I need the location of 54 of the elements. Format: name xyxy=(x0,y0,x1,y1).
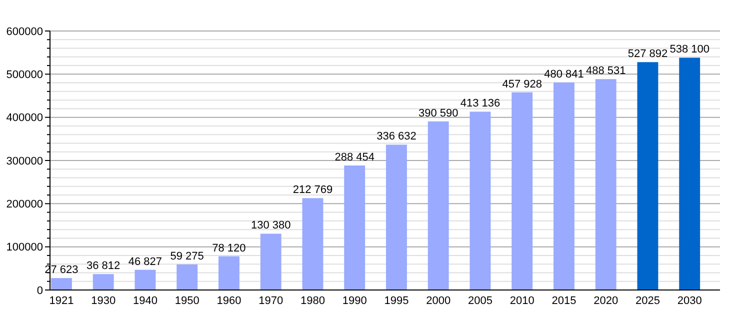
data-label: 457 928 xyxy=(502,78,542,90)
data-label: 488 531 xyxy=(586,65,626,78)
y-tick-label: 500000 xyxy=(6,69,43,82)
data-label: 59 275 xyxy=(170,250,204,262)
bar xyxy=(260,234,282,290)
bar xyxy=(134,270,156,290)
data-label: 413 136 xyxy=(460,98,500,110)
x-tick-label: 2025 xyxy=(635,295,660,307)
y-tick-label: 0 xyxy=(36,284,43,297)
bar xyxy=(512,92,533,290)
bar xyxy=(637,62,658,290)
y-tick-label: 600000 xyxy=(6,26,43,38)
x-tick-label: 2000 xyxy=(426,295,451,307)
y-tick-label: 200000 xyxy=(6,198,43,211)
x-tick-label: 1940 xyxy=(132,295,158,307)
bar xyxy=(176,264,198,290)
x-tick-label: 1921 xyxy=(49,295,74,307)
data-label: 390 590 xyxy=(418,107,458,120)
x-tick-label: 1950 xyxy=(174,295,200,307)
data-label: 36 812 xyxy=(86,260,120,272)
data-label: 78 120 xyxy=(212,242,246,254)
bar xyxy=(302,198,324,290)
x-tick-label: 1980 xyxy=(300,295,325,307)
data-label: 288 454 xyxy=(334,151,374,164)
bar xyxy=(92,274,114,290)
bar xyxy=(679,58,700,290)
data-label: 538 100 xyxy=(670,44,710,56)
x-tick-label: 2020 xyxy=(594,295,618,307)
x-tick-label: 2015 xyxy=(552,295,576,307)
data-label: 336 632 xyxy=(376,130,416,143)
data-label: 46 827 xyxy=(128,256,162,268)
x-tick-label: 2005 xyxy=(468,295,492,307)
data-label: 527 892 xyxy=(628,48,668,60)
y-tick-label: 400000 xyxy=(6,112,43,124)
data-label: 480 841 xyxy=(544,68,584,80)
bar xyxy=(386,144,407,290)
bar xyxy=(470,112,491,290)
x-tick-label: 1995 xyxy=(384,295,409,307)
bar xyxy=(595,79,616,290)
bar xyxy=(428,121,449,290)
x-tick-label: 2010 xyxy=(510,295,534,307)
data-label: 130 380 xyxy=(250,220,291,232)
data-label: 212 769 xyxy=(292,184,333,196)
x-tick-label: 2030 xyxy=(677,295,702,307)
x-tick-label: 1990 xyxy=(342,295,367,307)
bar xyxy=(554,82,574,290)
x-tick-label: 1970 xyxy=(258,295,284,307)
x-tick-label: 1930 xyxy=(91,295,116,307)
bar xyxy=(218,256,240,290)
y-tick-label: 300000 xyxy=(6,155,43,168)
bar xyxy=(344,165,366,290)
y-tick-label: 100000 xyxy=(6,242,43,254)
x-tick-label: 1960 xyxy=(216,295,242,307)
bar xyxy=(51,278,72,290)
